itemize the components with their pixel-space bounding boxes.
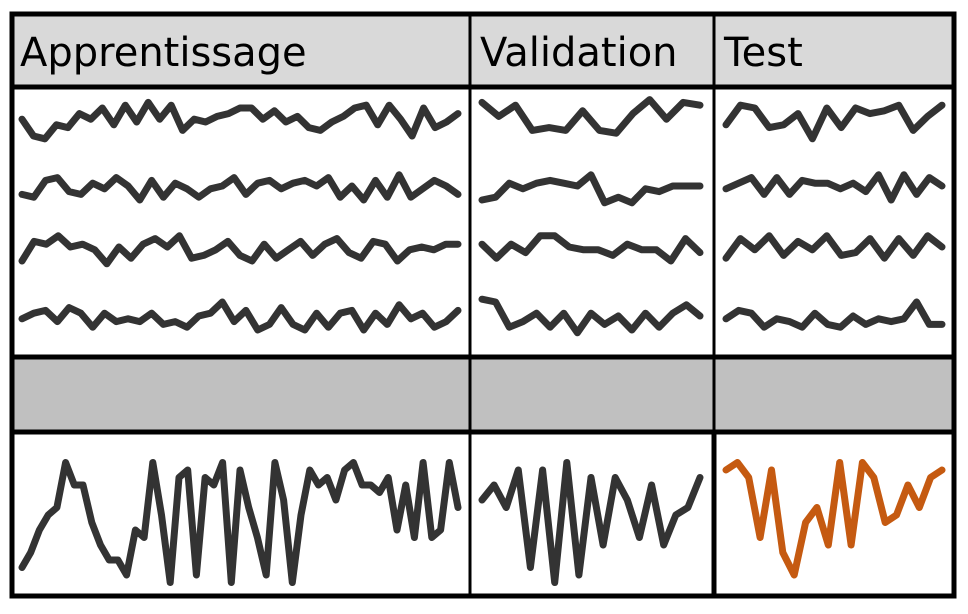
validation-sequence-3: [478, 232, 704, 265]
bottom-validation-sequence: [478, 459, 704, 586]
table-outer-border: [9, 11, 957, 599]
train-sequence-1: [18, 98, 462, 143]
validation-sequence-4: [478, 295, 704, 337]
header-train: Apprentissage: [20, 30, 307, 76]
test-sequence-4: [722, 298, 946, 331]
test-sequence-3: [722, 232, 946, 262]
table-grid: [9, 11, 957, 599]
bottom-test-sequence: [722, 459, 946, 579]
train-sequence-4: [18, 298, 462, 334]
header-validation: Validation: [480, 30, 678, 76]
train-sequence-3: [18, 232, 462, 268]
test-sequence-2: [722, 171, 946, 204]
sequence-layer: [18, 96, 946, 586]
train-sequence-2: [18, 171, 462, 204]
bottom-train-sequence: [18, 459, 462, 586]
test-cell-highlight-border: [711, 429, 957, 599]
header-row-background: [12, 14, 954, 87]
separator-row-background: [12, 357, 954, 432]
validation-sequence-1: [478, 96, 704, 137]
validation-sequence-2: [478, 171, 704, 207]
header-test: Test: [723, 30, 803, 76]
test-sequence-1: [722, 101, 946, 143]
